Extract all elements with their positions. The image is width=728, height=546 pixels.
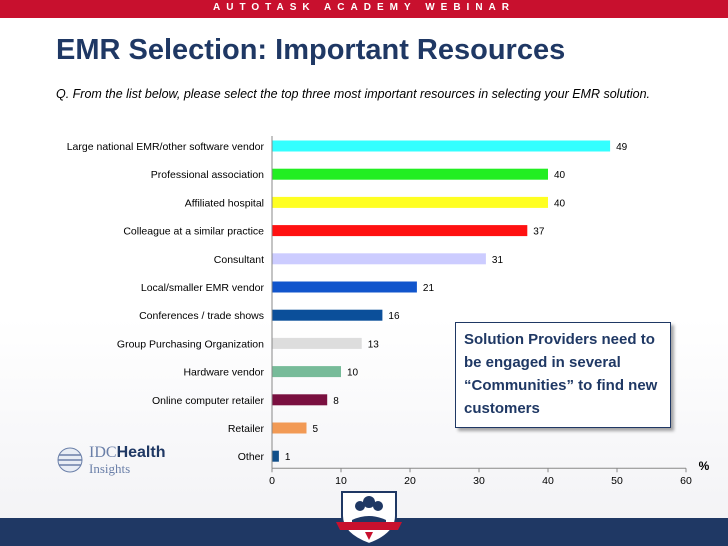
bar bbox=[272, 225, 528, 237]
value-label: 31 bbox=[492, 255, 504, 266]
bar-chart: Large national EMR/other software vendor… bbox=[67, 136, 710, 487]
bar bbox=[272, 394, 328, 406]
logo-line-2: Insights bbox=[89, 461, 131, 476]
x-tick-label: 50 bbox=[611, 475, 623, 487]
bar bbox=[272, 281, 417, 293]
bar bbox=[272, 366, 341, 378]
bar bbox=[272, 309, 383, 321]
category-label: Conferences / trade shows bbox=[139, 310, 264, 322]
value-label: 40 bbox=[554, 170, 566, 181]
autotask-academy-crest-icon bbox=[336, 491, 402, 546]
x-tick-label: 60 bbox=[680, 475, 692, 487]
category-label: Large national EMR/other software vendor bbox=[67, 141, 265, 153]
x-tick-label: 10 bbox=[335, 475, 347, 487]
category-label: Professional association bbox=[151, 169, 264, 181]
slide-title: EMR Selection: Important Resources bbox=[56, 34, 566, 66]
x-axis: 0 10 20 30 40 50 60% bbox=[269, 136, 710, 487]
category-label: Retailer bbox=[228, 423, 265, 435]
category-labels: Large national EMR/other software vendor… bbox=[67, 141, 265, 463]
value-label: 13 bbox=[368, 339, 380, 350]
bar bbox=[272, 196, 548, 208]
value-label: 5 bbox=[313, 424, 319, 435]
category-label: Group Purchasing Organization bbox=[117, 338, 264, 350]
category-label: Hardware vendor bbox=[183, 367, 264, 379]
value-label: 10 bbox=[347, 368, 359, 379]
bar bbox=[272, 337, 362, 349]
slide-background bbox=[0, 18, 728, 518]
logo-health: Health bbox=[116, 444, 166, 461]
x-tick-label: 20 bbox=[404, 475, 416, 487]
category-label: Local/smaller EMR vendor bbox=[141, 282, 265, 294]
bar bbox=[272, 253, 486, 265]
logo-line-1: IDCHealth bbox=[89, 444, 165, 462]
value-label: 1 bbox=[285, 452, 291, 463]
value-label: 40 bbox=[554, 198, 566, 209]
x-tick-label: 40 bbox=[542, 475, 554, 487]
value-label: 21 bbox=[423, 283, 435, 294]
category-label: Other bbox=[238, 451, 265, 463]
x-tick-label: 0 bbox=[269, 475, 275, 487]
category-label: Consultant bbox=[214, 254, 264, 266]
bar bbox=[272, 422, 307, 434]
x-axis-unit-label: % bbox=[699, 459, 710, 473]
category-label: Online computer retailer bbox=[152, 395, 265, 407]
value-label: 49 bbox=[616, 142, 628, 153]
value-label: 16 bbox=[388, 311, 400, 322]
category-label: Colleague at a similar practice bbox=[123, 226, 264, 238]
x-tick-label: 30 bbox=[473, 475, 485, 487]
value-labels: 49 40 40 37 31 21 16 13 10 8 5 1 bbox=[285, 142, 628, 463]
banner-text: AUTOTASK ACADEMY WEBINAR bbox=[213, 2, 515, 13]
callout-box: Solution Providers need to be engaged in… bbox=[455, 322, 671, 428]
category-label: Affiliated hospital bbox=[185, 197, 264, 209]
logo-idc: IDC bbox=[89, 444, 117, 461]
idc-health-insights-logo: IDCHealth Insights bbox=[56, 444, 166, 478]
value-label: 37 bbox=[533, 227, 545, 238]
bar bbox=[272, 168, 548, 180]
bars bbox=[272, 140, 611, 462]
bar bbox=[272, 450, 279, 462]
globe-icon bbox=[57, 447, 83, 473]
top-banner: AUTOTASK ACADEMY WEBINAR bbox=[0, 0, 728, 18]
value-label: 8 bbox=[333, 396, 339, 407]
survey-question: Q. From the list below, please select th… bbox=[56, 87, 651, 101]
bar bbox=[272, 140, 611, 152]
